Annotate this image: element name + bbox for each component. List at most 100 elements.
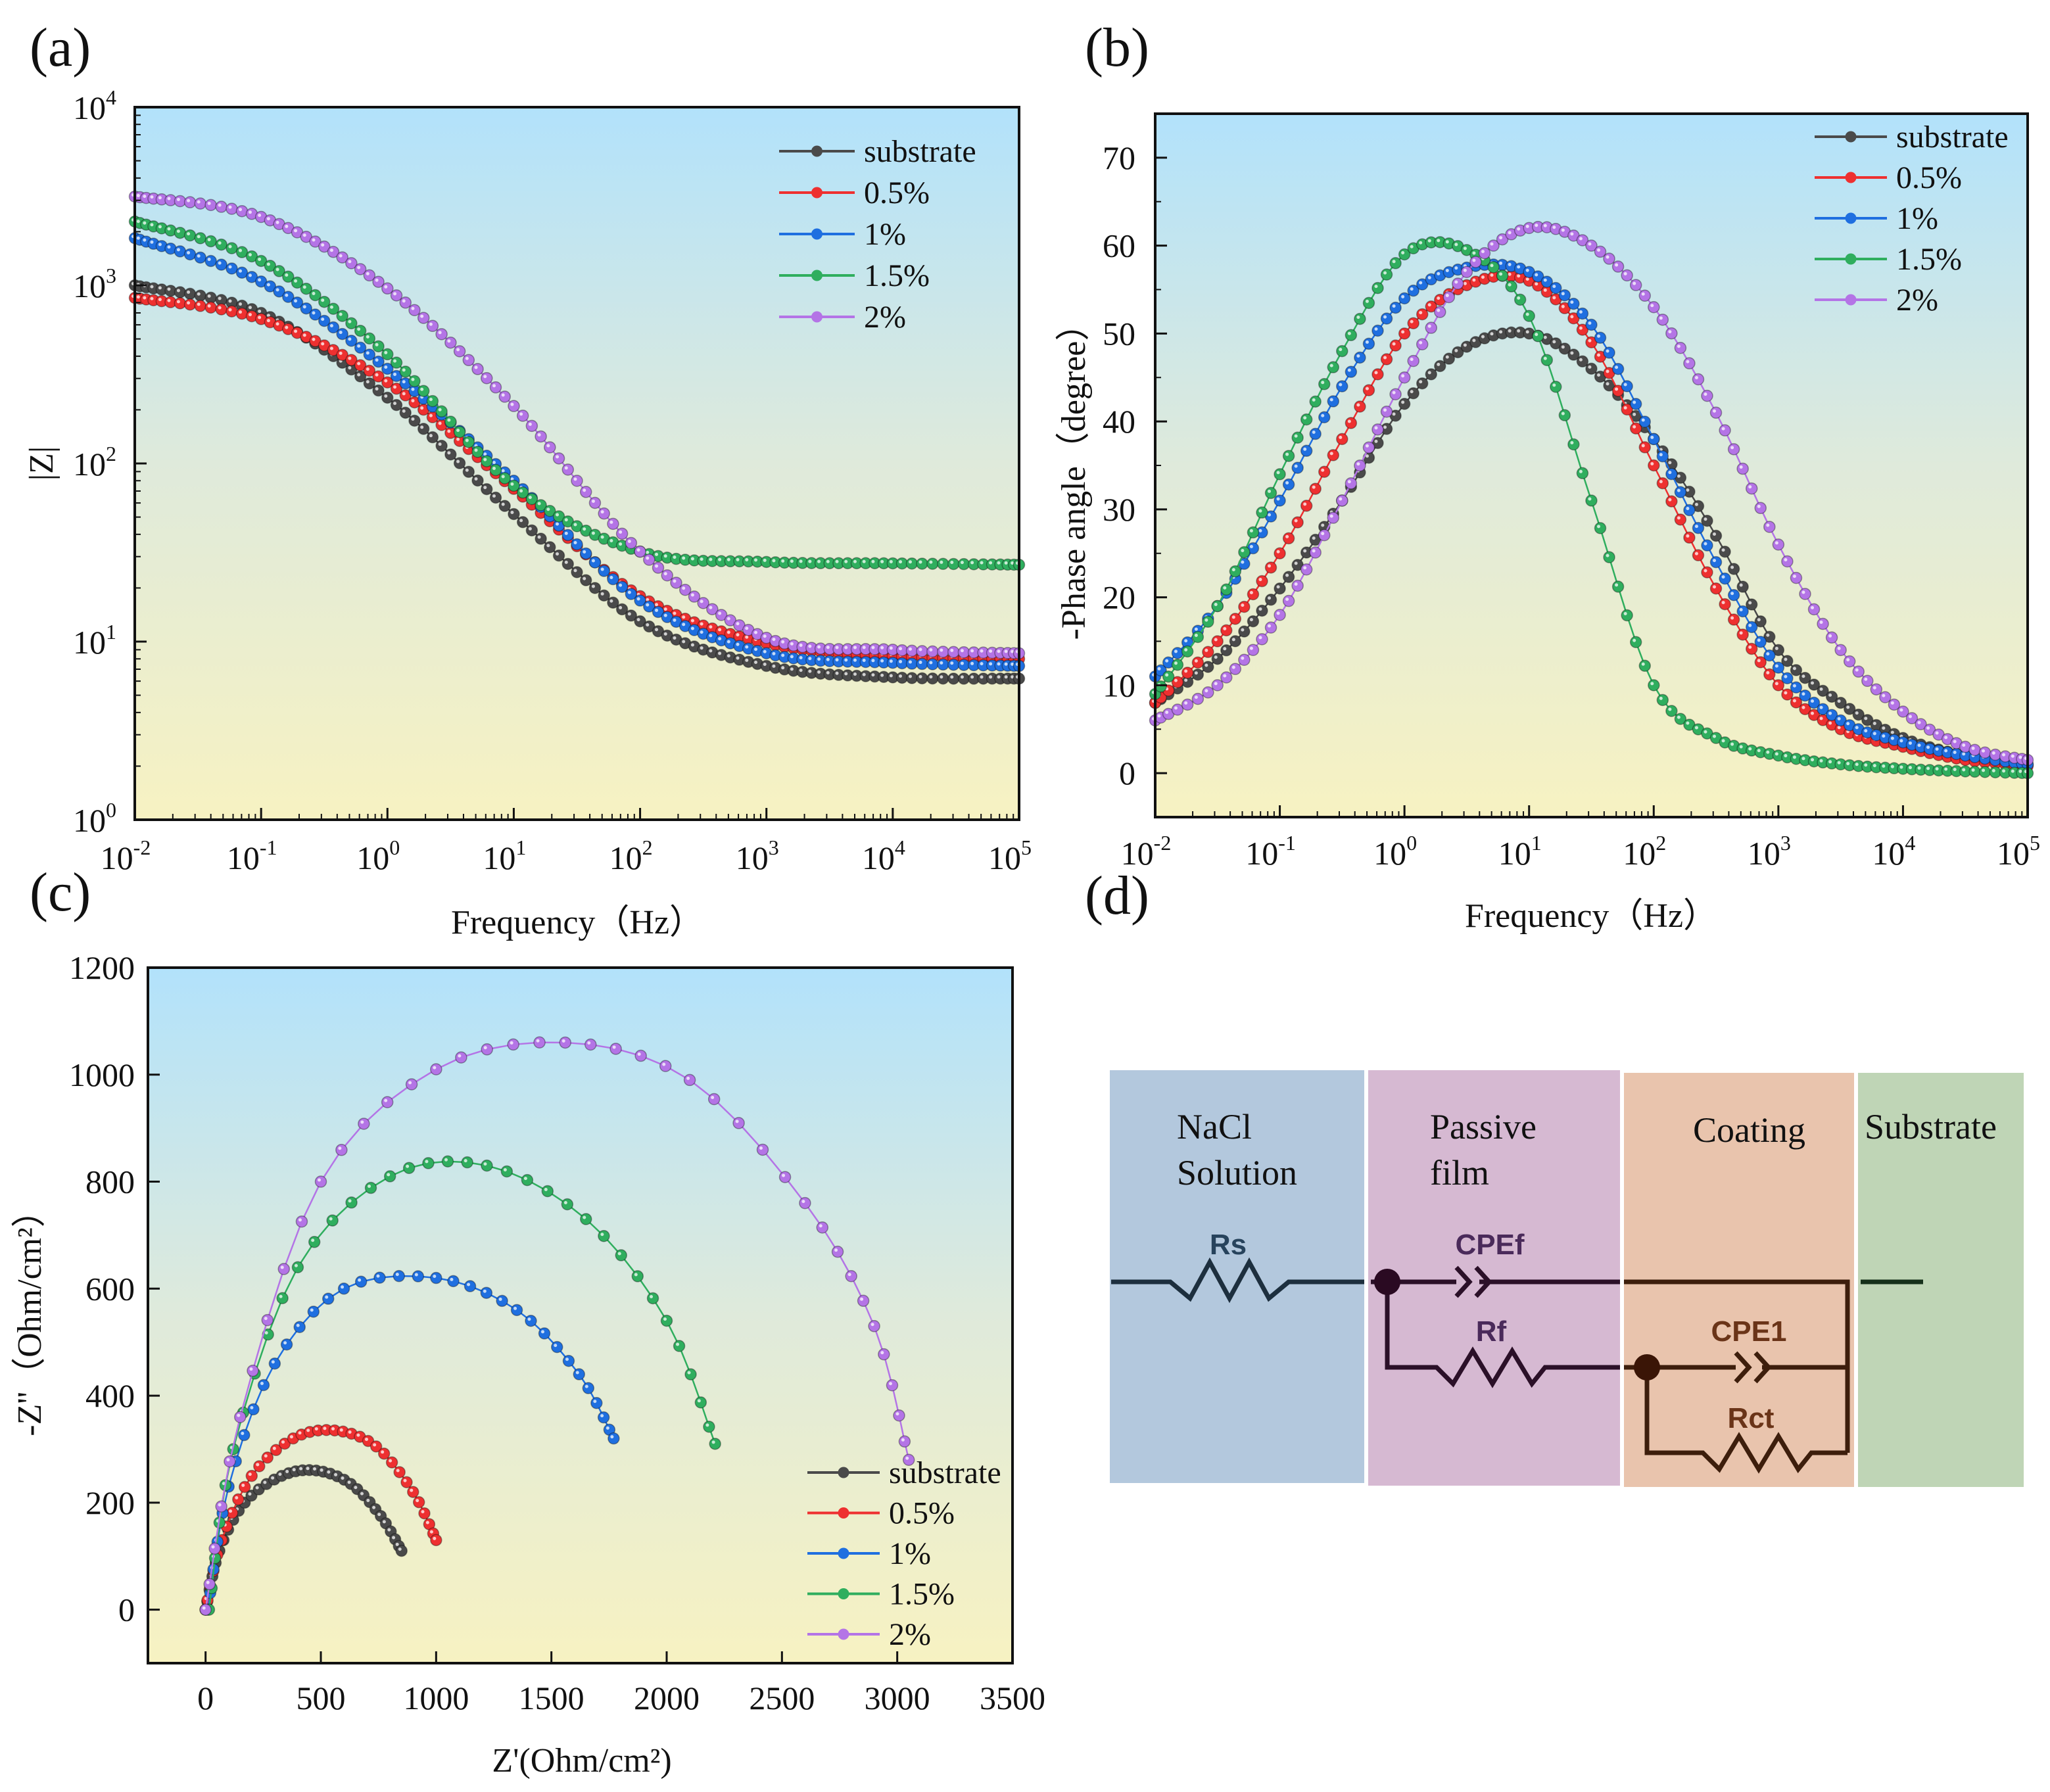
data-point — [893, 1409, 905, 1422]
data-point-highlight — [1194, 633, 1198, 637]
data-point — [694, 1396, 707, 1409]
data-point-highlight — [1374, 426, 1378, 430]
data-point-highlight — [248, 1492, 252, 1496]
data-point — [1665, 495, 1678, 507]
data-point-highlight — [1294, 464, 1298, 468]
data-point — [462, 436, 475, 448]
data-point-highlight — [1908, 741, 1912, 745]
data-point-highlight — [1757, 659, 1761, 663]
data-point-highlight — [1268, 624, 1272, 628]
data-point-highlight — [546, 507, 550, 511]
data-point-highlight — [447, 429, 451, 433]
panel-label-a: (a) — [30, 17, 91, 78]
data-point — [661, 569, 673, 582]
data-point — [516, 410, 529, 422]
data-point-highlight — [1365, 387, 1369, 390]
data-point — [508, 400, 520, 412]
data-point — [1291, 431, 1304, 444]
data-point — [521, 1173, 534, 1187]
data-point — [1191, 692, 1204, 705]
data-point — [756, 1143, 769, 1156]
data-point — [1264, 486, 1277, 500]
x-axis-title: Frequency（Hz） — [451, 904, 703, 941]
data-point-highlight — [357, 362, 361, 365]
x-tick-label: 3500 — [980, 1680, 1045, 1716]
data-point-highlight — [1713, 734, 1717, 738]
data-point — [1478, 247, 1491, 260]
data-point — [426, 431, 439, 444]
data-point-highlight — [690, 593, 694, 597]
data-point-highlight — [1588, 497, 1592, 501]
series-1% — [1149, 258, 2034, 770]
data-point — [571, 538, 583, 551]
data-point-highlight — [433, 1536, 437, 1540]
data-point-highlight — [1437, 239, 1441, 243]
data-point — [247, 1364, 259, 1377]
data-point-highlight — [646, 603, 650, 607]
data-point-highlight — [402, 409, 406, 413]
data-point-highlight — [1294, 561, 1298, 565]
legend-marker — [811, 270, 822, 281]
data-point-highlight — [402, 392, 406, 396]
data-point-highlight — [294, 299, 298, 303]
data-point-highlight — [690, 619, 694, 623]
data-point-highlight — [1268, 564, 1272, 568]
data-point-highlight — [1704, 569, 1707, 573]
data-point-highlight — [1721, 575, 1725, 579]
data-point-highlight — [1223, 586, 1227, 590]
legend-label: 1.5% — [1896, 242, 1962, 277]
data-point — [481, 455, 493, 467]
data-point-highlight — [997, 675, 1001, 679]
data-point-highlight — [573, 541, 577, 545]
data-point-highlight — [1641, 418, 1645, 422]
data-point — [1274, 547, 1286, 559]
data-point-highlight — [294, 329, 298, 333]
data-point — [947, 659, 960, 671]
data-point-highlight — [1864, 717, 1868, 720]
data-point — [203, 1578, 216, 1591]
data-point — [500, 1165, 513, 1178]
data-point-highlight — [136, 220, 140, 224]
data-point — [224, 1455, 236, 1468]
data-point-highlight — [1517, 265, 1521, 269]
data-point-highlight — [1686, 360, 1690, 364]
data-point-highlight — [1321, 468, 1325, 472]
x-tick-label: 10-2 — [101, 836, 151, 876]
data-point-highlight — [176, 289, 180, 293]
data-point-highlight — [1374, 327, 1378, 331]
data-point-highlight — [627, 539, 631, 543]
data-point-highlight — [997, 662, 1001, 666]
data-point-highlight — [266, 283, 270, 287]
data-point-highlight — [1552, 296, 1556, 300]
data-point-highlight — [1303, 549, 1307, 553]
data-point-highlight — [655, 603, 659, 607]
data-point-highlight — [591, 531, 595, 535]
data-point-highlight — [341, 1476, 345, 1480]
data-point-highlight — [1419, 341, 1423, 344]
data-point-highlight — [745, 558, 749, 562]
data-point-highlight — [817, 657, 821, 661]
data-point-highlight — [1784, 691, 1788, 695]
data-point-highlight — [835, 671, 839, 675]
data-point-highlight — [1249, 545, 1253, 549]
data-point-highlight — [1596, 525, 1600, 529]
data-point-highlight — [593, 1400, 597, 1403]
data-point-highlight — [1445, 269, 1449, 273]
plot-frame — [147, 966, 1014, 1664]
data-point-highlight — [1757, 504, 1761, 508]
data-point-highlight — [465, 356, 469, 360]
y-tick-label: 1000 — [69, 1056, 135, 1093]
data-point — [1692, 521, 1705, 534]
data-point — [400, 1476, 413, 1489]
data-point-highlight — [1872, 764, 1876, 768]
data-point-highlight — [587, 1041, 591, 1045]
series-2% — [128, 190, 1026, 660]
data-point-highlight — [1784, 754, 1788, 758]
data-point — [408, 414, 421, 427]
data-point — [1692, 549, 1705, 561]
data-point-highlight — [1713, 585, 1717, 589]
data-point-highlight — [1588, 321, 1592, 325]
data-point-highlight — [1801, 705, 1805, 709]
data-point-highlight — [334, 1473, 338, 1476]
data-point-highlight — [285, 293, 289, 297]
